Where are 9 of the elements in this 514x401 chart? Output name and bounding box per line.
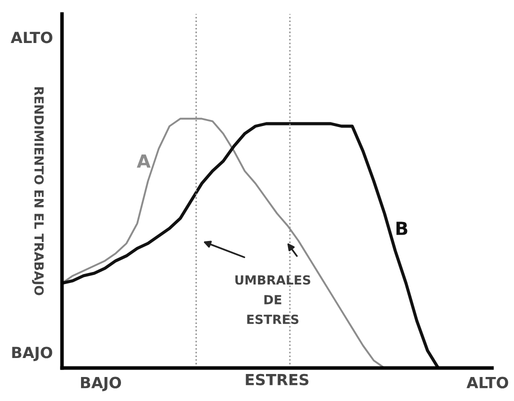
x-axis-title: ESTRES (246, 374, 308, 386)
y-axis-title: RENDIMIENTO EN EL TRABAJO (32, 87, 44, 296)
text: BAJO (81, 376, 122, 392)
text: ALTO (10, 32, 52, 44)
series-label: B (396, 222, 408, 235)
series-label: A (136, 154, 151, 168)
text: ALTO (466, 376, 508, 388)
annotation: UMBRALES DE ESTRES (235, 275, 310, 324)
text: BAJO (12, 346, 52, 362)
